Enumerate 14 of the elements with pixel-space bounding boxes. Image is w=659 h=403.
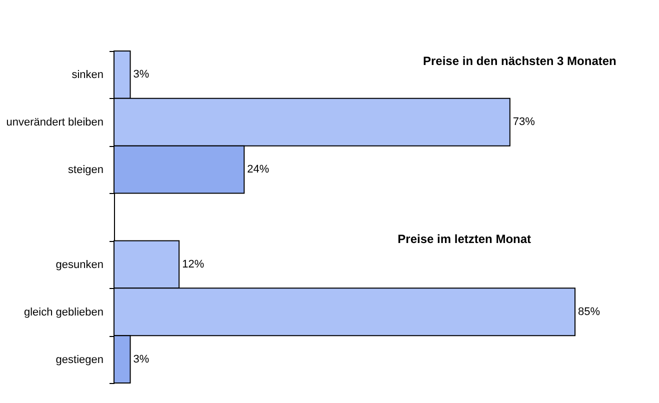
data-label: 3% — [133, 68, 150, 81]
y-tick-label: steigen — [68, 164, 104, 176]
annotation: Preise im letzten Monat — [398, 232, 532, 246]
y-tick-label: gleich geblieben — [24, 306, 104, 318]
y-tick-label: sinken — [72, 69, 104, 82]
data-label: 24% — [247, 164, 270, 176]
data-label: 73% — [512, 116, 536, 128]
data-label: 12% — [182, 258, 204, 270]
data-label: 85% — [578, 306, 600, 318]
annotation: Preise in den nächsten 3 Monaten — [422, 54, 616, 68]
y-tick-label: unverändert bleiben — [6, 116, 104, 129]
y-tick-label: gesunken — [56, 258, 104, 271]
data-label: 3% — [133, 353, 150, 366]
y-tick-label: gestiegen — [56, 354, 104, 366]
